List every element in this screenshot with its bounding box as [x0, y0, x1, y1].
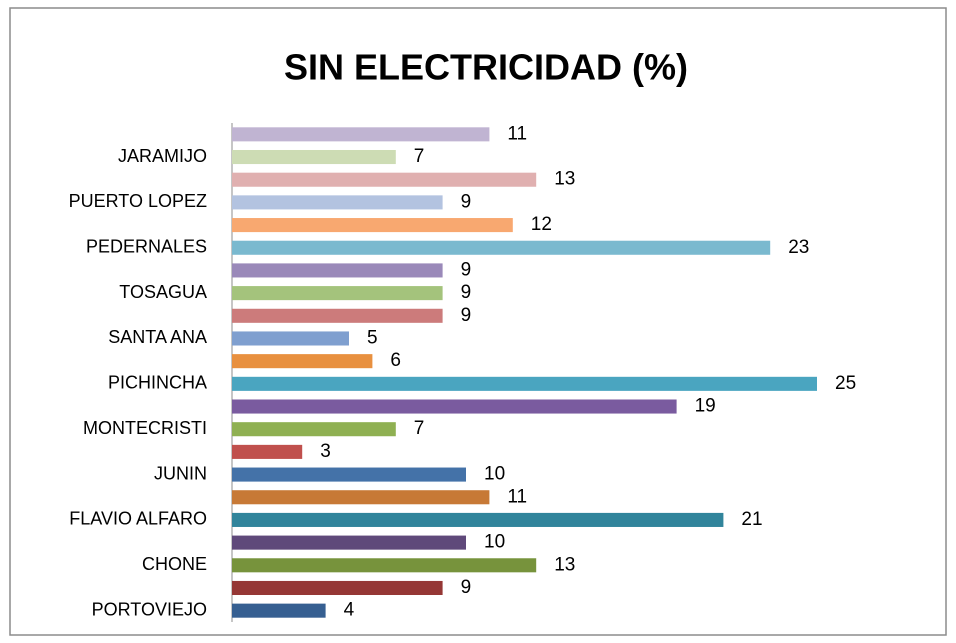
data-label: 11 — [507, 486, 527, 507]
bar — [232, 580, 443, 596]
data-label: 9 — [461, 259, 472, 280]
bar — [232, 263, 443, 278]
data-label: 23 — [788, 237, 809, 258]
bar — [232, 308, 443, 323]
bar — [232, 172, 537, 187]
y-tick-label: TOSAGUA — [119, 282, 207, 302]
y-tick-label: PUERTO LOPEZ — [69, 191, 207, 211]
data-label: 11 — [507, 123, 527, 144]
bar — [232, 218, 513, 233]
chart-title: SIN ELECTRICIDAD (%) — [284, 47, 688, 88]
data-label: 12 — [531, 214, 552, 235]
bar — [232, 127, 490, 142]
data-label: 25 — [835, 373, 856, 394]
bar — [232, 603, 326, 618]
bar — [232, 535, 466, 550]
bar — [232, 444, 303, 459]
bar — [232, 240, 771, 255]
y-tick-label: MONTECRISTI — [83, 418, 207, 438]
data-label: 9 — [461, 577, 472, 598]
data-label: 9 — [461, 282, 472, 303]
data-label: 5 — [367, 327, 378, 348]
data-label: 9 — [461, 191, 472, 212]
data-label: 7 — [414, 146, 425, 167]
y-tick-label: JARAMIJO — [118, 146, 207, 166]
bar — [232, 512, 724, 527]
data-label: 6 — [390, 350, 401, 371]
y-tick-label: FLAVIO ALFARO — [69, 509, 207, 529]
bar — [232, 149, 396, 165]
data-label: 21 — [741, 509, 762, 530]
data-label: 3 — [320, 441, 331, 462]
y-tick-label: PEDERNALES — [86, 237, 207, 257]
data-label: 19 — [695, 396, 716, 417]
y-tick-label: CHONE — [142, 554, 207, 574]
bar — [232, 467, 466, 482]
y-tick-label: PICHINCHA — [108, 373, 207, 393]
bar — [232, 376, 817, 391]
y-tick-label: SANTA ANA — [108, 327, 207, 347]
bar — [232, 286, 443, 301]
bar — [232, 490, 490, 505]
data-label: 10 — [484, 464, 505, 485]
y-tick-label: JUNIN — [154, 463, 207, 483]
chart-frame — [9, 7, 947, 636]
data-label: 9 — [461, 305, 472, 326]
bar — [232, 422, 396, 437]
bar — [232, 195, 443, 210]
data-label: 13 — [554, 554, 575, 575]
bar — [232, 558, 537, 573]
bar — [232, 331, 349, 346]
data-label: 4 — [344, 600, 355, 621]
y-tick-label: PORTOVIEJO — [92, 599, 207, 619]
data-label: 10 — [484, 532, 505, 553]
data-label: 7 — [414, 418, 425, 439]
bar — [232, 399, 677, 414]
bar — [232, 354, 373, 369]
data-label: 13 — [554, 169, 575, 190]
